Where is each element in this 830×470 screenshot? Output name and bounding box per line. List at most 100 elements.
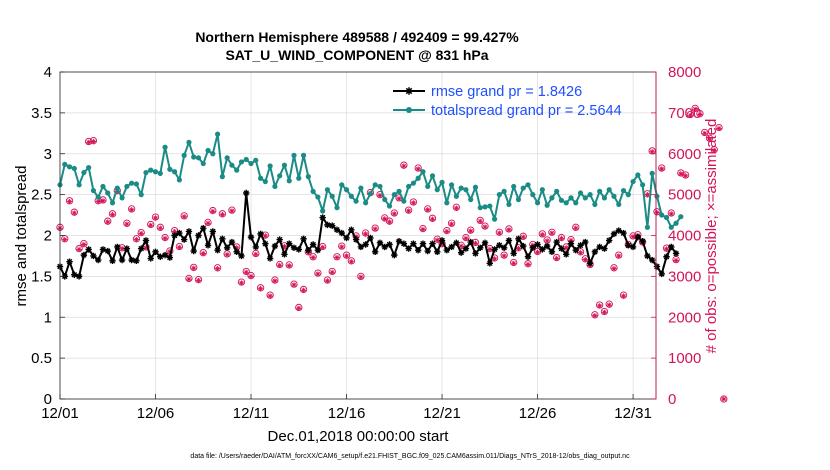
x-tick-label: 12/01 xyxy=(41,405,79,422)
obs-assimilated-point xyxy=(66,198,73,205)
obs-assimilated-point xyxy=(668,211,674,217)
totalspread-point xyxy=(291,152,297,158)
obs-assimilated-point xyxy=(310,254,316,261)
totalspread-point xyxy=(133,181,140,187)
obs-assimilated-point xyxy=(620,293,627,299)
rmse-point xyxy=(653,263,661,270)
obs-assimilated-point xyxy=(482,224,488,230)
rmse-point xyxy=(324,221,331,229)
obs-assimilated-point xyxy=(463,235,469,241)
rmse-point xyxy=(252,243,260,251)
obs-assimilated-point xyxy=(129,207,135,213)
totalspread-point xyxy=(391,192,397,198)
obs-assimilated-point xyxy=(439,241,445,248)
obs-assimilated-point xyxy=(296,305,302,311)
rmse-point xyxy=(314,247,322,254)
rmse-point xyxy=(639,238,646,245)
obs-assimilated-point xyxy=(286,263,292,269)
obs-assimilated-point xyxy=(520,234,526,240)
obs-assimilated-point xyxy=(148,222,154,228)
rmse-point xyxy=(558,245,565,252)
obs-assimilated-point xyxy=(272,278,278,284)
y-tick-label: 1 xyxy=(44,309,52,326)
y-tick-label: 2 xyxy=(44,228,52,245)
obs-assimilated-point xyxy=(582,257,588,263)
totalspread-point xyxy=(334,205,340,211)
rmse-point xyxy=(596,243,603,251)
obs-assimilated-point xyxy=(496,230,502,236)
obs-possible-point xyxy=(720,395,728,403)
rmse-point xyxy=(75,273,83,280)
rmse-point xyxy=(171,232,178,239)
obs-assimilated-point xyxy=(425,207,431,213)
totalspread-point xyxy=(277,173,283,179)
y2-tick-label: 5000 xyxy=(668,187,701,204)
rmse-point xyxy=(391,251,398,259)
obs-assimilated-point xyxy=(291,282,297,288)
rmse-point xyxy=(505,237,513,244)
rmse-point xyxy=(71,271,78,278)
rmse-point xyxy=(381,243,388,251)
obs-assimilated-point xyxy=(105,219,111,225)
y-axis-ticks: 0 0.5 1 1.5 2 2.5 3 3.5 4 xyxy=(31,64,65,408)
obs-assimilated-point xyxy=(649,149,655,155)
obs-assimilated-point xyxy=(334,254,340,261)
totalspread-point xyxy=(181,152,187,158)
obs-assimilated-point xyxy=(687,112,693,118)
rmse-point xyxy=(90,252,97,260)
rmse-point xyxy=(371,248,379,256)
obs-assimilated-point xyxy=(172,228,178,235)
rmse-point xyxy=(486,260,494,267)
obs-assimilated-point xyxy=(396,196,402,202)
obs-assimilated-point xyxy=(124,221,130,227)
rmse-point xyxy=(243,189,250,197)
obs-assimilated-point xyxy=(697,111,703,118)
totalspread-point xyxy=(315,194,321,200)
rmse-point xyxy=(348,226,355,233)
rmse-point xyxy=(534,241,541,248)
totalspread-point xyxy=(253,157,259,163)
rmse-point xyxy=(567,240,575,247)
obs-assimilated-point xyxy=(597,303,603,309)
obs-assimilated-point xyxy=(210,208,216,214)
totalspread-point xyxy=(305,174,311,180)
rmse-point xyxy=(214,247,221,254)
obs-assimilated-point xyxy=(415,166,421,172)
rmse-point xyxy=(553,238,560,246)
totalspread-point xyxy=(109,200,116,206)
totalspread-point xyxy=(620,187,627,194)
totalspread-point xyxy=(329,193,335,199)
obs-assimilated-point xyxy=(706,136,713,142)
obs-assimilated-point xyxy=(181,214,187,220)
rmse-point xyxy=(333,226,341,233)
rmse-point xyxy=(457,249,465,256)
obs-assimilated-point xyxy=(114,188,120,194)
obs-assimilated-point xyxy=(229,208,235,214)
rmse-point xyxy=(529,244,536,251)
rmse-point xyxy=(257,230,264,238)
rmse-point xyxy=(438,237,446,244)
rmse-point xyxy=(500,244,508,251)
rmse-point xyxy=(80,251,88,259)
rmse-point xyxy=(520,242,527,250)
rmse-point xyxy=(176,229,183,237)
rmse-point xyxy=(572,247,579,254)
obs-assimilated-point xyxy=(157,225,163,231)
obs-assimilated-point xyxy=(162,235,168,241)
totalspread-point xyxy=(377,183,383,190)
totalspread-point xyxy=(358,185,364,191)
obs-assimilated-point xyxy=(501,253,507,259)
totalspread-point xyxy=(210,151,216,157)
rmse-point xyxy=(410,240,417,247)
rmse-point xyxy=(352,236,360,243)
obs-assimilated-point xyxy=(406,208,412,214)
rmse-point xyxy=(591,248,599,256)
rmse-line xyxy=(59,192,677,278)
legend: rmse grand pr = 1.8426 totalspread grand… xyxy=(393,84,622,119)
totalspread-point xyxy=(530,192,536,198)
totalspread-point xyxy=(477,205,483,211)
obs-assimilated-point xyxy=(678,171,684,177)
rmse-point xyxy=(200,224,207,232)
totalspread-point xyxy=(100,183,106,190)
